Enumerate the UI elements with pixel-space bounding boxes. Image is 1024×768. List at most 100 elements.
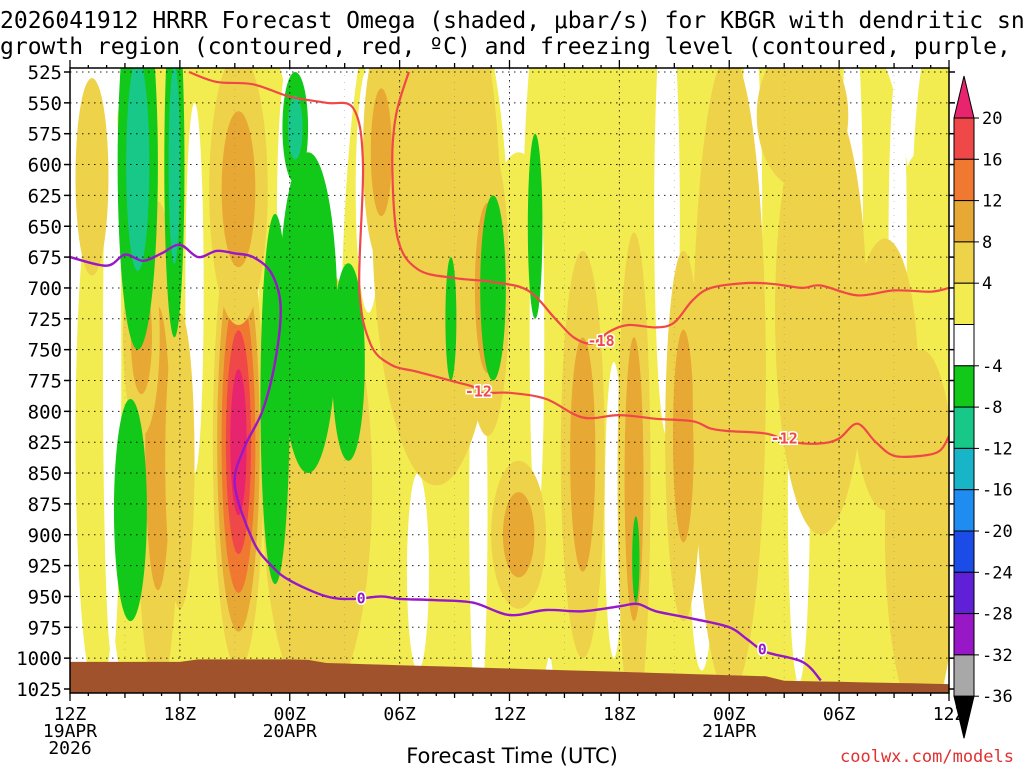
y-tick-label: 825: [28, 432, 62, 454]
chart-title-line-2: growth region (contoured, red, ºC) and f…: [0, 34, 1024, 60]
colorbar: 20 16 12 8 4 -4 -8 -12 -16 -20 -24 -28 -32 -36: [953, 75, 1013, 739]
y-tick-label: 850: [28, 463, 62, 485]
colorbar-label: -8: [982, 398, 1002, 418]
omega-contour-fill: [527, 133, 543, 319]
x-tick-label: 18Z: [164, 704, 197, 725]
y-tick-label: 525: [28, 62, 62, 84]
colorbar-top-arrow: [953, 75, 975, 119]
y-tick-label: 1000: [16, 648, 62, 670]
y-tick-label: 575: [28, 124, 62, 146]
colorbar-label: -36: [982, 687, 1013, 707]
y-tick-label: 900: [28, 525, 62, 547]
x-tick-date: 20APR: [263, 721, 317, 742]
y-tick-label: 875: [28, 494, 62, 516]
y-tick-label: 800: [28, 401, 62, 423]
colorbar-label: 4: [982, 274, 992, 294]
y-tick-label: 600: [28, 155, 62, 177]
x-tick-label: 12Z: [54, 704, 87, 725]
colorbar-label: -12: [982, 439, 1013, 459]
colorbar-label: -4: [982, 357, 1002, 377]
colorbar-label: -32: [982, 646, 1013, 666]
y-axis: 525 550 575 600 625 650 675 700 725 750 775 800 825 8…: [16, 62, 955, 701]
colorbar-swatch: [953, 530, 975, 573]
colorbar-swatch: [953, 200, 975, 243]
colorbar-swatch: [953, 571, 975, 615]
dgz-contour-line: [391, 71, 949, 345]
omega-contour-fill: [775, 90, 867, 535]
y-tick-label: 950: [28, 586, 62, 608]
colorbar-swatch: [953, 406, 975, 449]
y-tick-label: 975: [28, 617, 62, 639]
colorbar-swatch: [953, 158, 975, 202]
x-tick-date: 19APR: [43, 721, 97, 742]
x-tick-year: 2026: [48, 738, 91, 759]
dgz-label-12a: -12: [465, 382, 492, 400]
contours: -12 -12 -18 0 0: [70, 70, 949, 682]
x-tick-label: 06Z: [383, 704, 416, 725]
terrain-fill: [70, 659, 949, 693]
omega-contour-fill: [884, 349, 949, 693]
x-tick-label: 06Z: [823, 704, 856, 725]
omega-contour-fill: [632, 516, 640, 603]
terrain: [70, 659, 949, 693]
colorbar-label: -20: [982, 522, 1013, 542]
omega-contour-fill: [287, 95, 303, 160]
colorbar-swatch: [953, 447, 975, 491]
dgz-contour-line: [188, 70, 949, 459]
omega-contour-fill: [480, 195, 506, 381]
y-tick-label: 775: [28, 371, 62, 393]
omega-contour-fill: [221, 111, 256, 268]
omega-contour-fill: [570, 337, 596, 572]
x-tick-label: 00Z: [713, 704, 746, 725]
dgz-label-12b: -12: [771, 429, 798, 447]
chart-title-line-1: 2026041912 HRRR Forecast Omega (shaded, …: [0, 8, 1024, 34]
colorbar-label: 20: [982, 109, 1002, 129]
omega-contour-fill: [370, 88, 392, 217]
y-tick-label: 925: [28, 556, 62, 578]
y-tick-label: 725: [28, 309, 62, 331]
colorbar-swatch: [953, 613, 975, 656]
omega-gap: [406, 473, 429, 671]
freezing-label-a: 0: [357, 590, 366, 608]
x-tick-date: 21APR: [702, 721, 756, 742]
y-tick-label: 675: [28, 247, 62, 269]
colorbar-label: 16: [982, 150, 1002, 170]
freezing-label-b: 0: [758, 640, 767, 658]
y-tick-label: 650: [28, 216, 62, 238]
omega-contour-fill: [126, 68, 150, 271]
y-tick-label: 1025: [16, 679, 62, 701]
colorbar-swatch: [953, 117, 975, 160]
omega-contour-fill: [75, 78, 109, 276]
omega-region: [912, 68, 949, 412]
colorbar-swatch: [953, 365, 975, 408]
colorbar-label: 8: [982, 233, 992, 253]
colorbar-swatch: [953, 282, 975, 326]
y-tick-label: 750: [28, 340, 62, 362]
colorbar-label: -24: [982, 563, 1013, 583]
colorbar-label: -28: [982, 605, 1013, 625]
colorbar-swatch: [953, 654, 975, 697]
omega-contour-fill: [672, 329, 694, 543]
colorbar-bottom-arrow: [953, 695, 975, 739]
omega-contour-fill: [113, 399, 147, 622]
omega-contour-fill: [502, 492, 535, 578]
y-tick-label: 550: [28, 93, 62, 115]
x-tick-label: 00Z: [273, 704, 306, 725]
x-tick-label: 12Z: [493, 704, 526, 725]
omega-contour-fill: [278, 152, 338, 474]
omega-contour-fill: [756, 68, 849, 190]
y-tick-label: 625: [28, 185, 62, 207]
dgz-label-18: -18: [588, 332, 615, 350]
colorbar-label: 12: [982, 192, 1002, 212]
omega-contour-fill: [168, 68, 181, 264]
x-tick-label: 18Z: [603, 704, 636, 725]
freezing-level-line: [70, 243, 822, 682]
colorbar-swatch: [953, 324, 975, 367]
x-axis-title: Forecast Time (UTC): [406, 744, 618, 768]
credit-text: coolwx.com/models: [840, 747, 1014, 767]
y-tick-label: 700: [28, 278, 62, 300]
colorbar-swatch: [953, 489, 975, 532]
omega-shading: [75, 68, 949, 693]
